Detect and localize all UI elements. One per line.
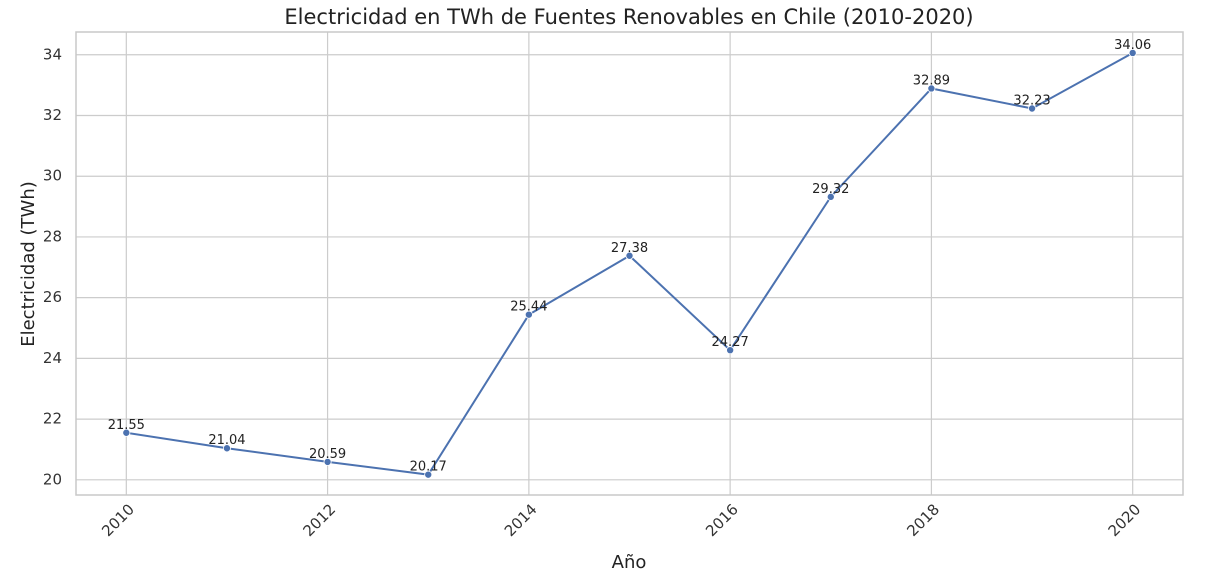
series-line — [126, 52, 1134, 476]
y-tick-label: 22 — [43, 410, 62, 428]
data-label: 27.38 — [611, 241, 648, 256]
data-point — [323, 457, 332, 466]
data-point — [122, 428, 131, 437]
data-label: 32.89 — [913, 73, 950, 88]
data-label: 20.17 — [410, 460, 447, 475]
y-tick-label: 30 — [43, 167, 62, 185]
data-label: 24.27 — [712, 335, 749, 350]
data-point — [826, 192, 835, 201]
x-axis-ticks: 2010 2012 2014 2016 2018 2020 — [98, 500, 1144, 540]
x-tick-label: 2020 — [1105, 500, 1145, 540]
data-label: 32.23 — [1013, 94, 1050, 109]
y-axis-ticks: 20 22 24 26 28 30 32 34 — [43, 45, 62, 488]
y-axis-label: Electricidad (TWh) — [18, 181, 39, 347]
x-tick-label: 2018 — [903, 500, 943, 540]
y-tick-label: 26 — [43, 288, 62, 306]
grid-lines — [76, 32, 1183, 495]
data-label: 21.55 — [108, 418, 145, 433]
x-tick-label: 2014 — [501, 500, 541, 540]
data-point — [222, 444, 231, 453]
y-tick-label: 28 — [43, 227, 62, 245]
y-tick-label: 32 — [43, 106, 62, 124]
data-point — [524, 310, 533, 319]
y-tick-label: 34 — [43, 45, 62, 63]
data-point — [1028, 104, 1037, 113]
data-point — [625, 251, 634, 260]
data-label: 21.04 — [208, 433, 245, 448]
data-label: 25.44 — [510, 300, 547, 315]
data-point — [927, 84, 936, 93]
data-point — [726, 346, 735, 355]
x-tick-label: 2010 — [98, 500, 138, 540]
data-label: 20.59 — [309, 447, 346, 462]
x-tick-label: 2016 — [702, 500, 742, 540]
data-label: 29.32 — [812, 182, 849, 197]
data-point — [1128, 48, 1137, 57]
data-point — [424, 470, 433, 479]
chart-title: Electricidad en TWh de Fuentes Renovable… — [284, 5, 973, 29]
series-renovables: 21.55 21.04 20.59 20.17 25.44 27.38 24.27 29.32… — [108, 38, 1151, 479]
data-label: 34.06 — [1114, 38, 1151, 53]
y-tick-label: 20 — [43, 470, 62, 488]
x-axis-label: Año — [612, 552, 647, 573]
y-tick-label: 24 — [43, 349, 62, 367]
x-tick-label: 2012 — [300, 500, 340, 540]
plot-frame — [75, 31, 1184, 496]
